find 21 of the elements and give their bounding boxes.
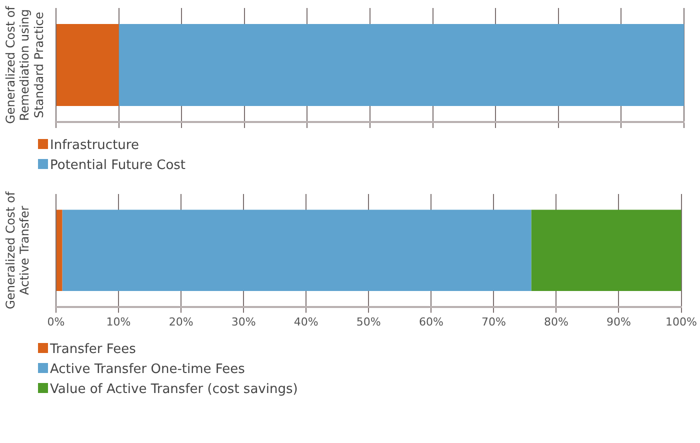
legend-label: Active Transfer One-time Fees	[50, 362, 245, 377]
x-tick-label: 30%	[231, 315, 256, 328]
x-tick-label: 100%	[666, 315, 698, 328]
x-tick-label: 60%	[418, 315, 444, 328]
x-tick-label: 40%	[294, 315, 318, 328]
bar	[531, 210, 682, 292]
x-tick-label: 80%	[544, 315, 568, 328]
legend-label: Transfer Fees	[50, 342, 136, 357]
y-axis-title: Generalized Cost of Active Transfer	[3, 190, 32, 310]
x-tick-label: 90%	[606, 315, 631, 328]
bar	[56, 210, 62, 292]
x-tick-label: 20%	[168, 315, 194, 328]
bar	[62, 210, 532, 292]
legend-label: Potential Future Cost	[50, 158, 186, 173]
x-tick-label: 10%	[106, 315, 131, 328]
x-tick-label: 70%	[481, 315, 506, 328]
legend-label: Infrastructure	[50, 138, 139, 153]
x-tick-label: 50%	[356, 315, 381, 328]
y-axis-title: Generalized Cost of Remediation using Standard Practice	[3, 5, 46, 124]
x-tick-label: 0%	[47, 315, 65, 328]
legend-label: Value of Active Transfer (cost savings)	[50, 382, 298, 397]
